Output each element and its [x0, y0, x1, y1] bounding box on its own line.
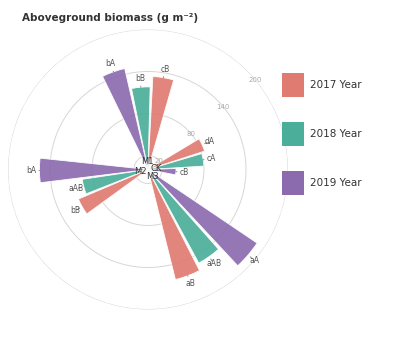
Text: 80: 80 — [186, 131, 195, 137]
Text: bA: bA — [26, 166, 40, 175]
Text: bB: bB — [135, 74, 145, 87]
Bar — [82, 170, 148, 194]
Text: M3: M3 — [146, 172, 159, 181]
Text: 2017 Year: 2017 Year — [310, 80, 362, 90]
Text: aAB: aAB — [206, 259, 222, 268]
Text: aAB: aAB — [68, 184, 83, 193]
Text: M1: M1 — [141, 157, 154, 166]
Text: cB: cB — [176, 168, 189, 177]
Bar — [148, 170, 257, 266]
Text: aA: aA — [250, 256, 260, 265]
FancyBboxPatch shape — [282, 122, 304, 146]
Text: 20: 20 — [154, 158, 163, 163]
Text: cA: cA — [203, 154, 216, 163]
Bar — [148, 77, 174, 170]
Bar — [102, 68, 148, 170]
Text: 2019 Year: 2019 Year — [310, 178, 362, 188]
Bar — [148, 154, 204, 170]
Bar — [148, 170, 218, 263]
Text: M2: M2 — [134, 167, 146, 176]
Text: dA: dA — [205, 137, 215, 146]
Text: 2018 Year: 2018 Year — [310, 129, 362, 139]
FancyBboxPatch shape — [282, 171, 304, 195]
Text: CK: CK — [150, 163, 162, 173]
Text: bA: bA — [106, 59, 116, 72]
Text: cB: cB — [160, 65, 169, 78]
Bar — [148, 168, 176, 175]
Bar — [132, 87, 150, 170]
Bar — [40, 158, 148, 183]
Text: Aboveground biomass (g m⁻²): Aboveground biomass (g m⁻²) — [22, 13, 198, 23]
Text: bB: bB — [70, 206, 80, 215]
Text: 200: 200 — [248, 77, 262, 82]
Bar — [78, 170, 148, 214]
FancyBboxPatch shape — [282, 73, 304, 97]
Text: aB: aB — [186, 276, 196, 288]
Text: 140: 140 — [216, 103, 230, 109]
Bar — [148, 170, 200, 280]
Bar — [148, 139, 204, 170]
